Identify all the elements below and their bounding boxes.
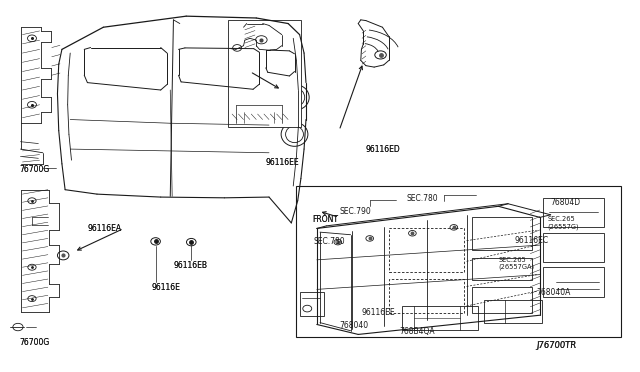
Text: 96116EB: 96116EB xyxy=(173,261,207,270)
Text: 96116EA: 96116EA xyxy=(88,224,122,233)
Text: 768B4QA: 768B4QA xyxy=(399,327,435,336)
Bar xyxy=(543,198,604,227)
Text: 96116EE: 96116EE xyxy=(266,157,300,167)
Text: FRONT: FRONT xyxy=(312,215,339,224)
Text: J76700TR: J76700TR xyxy=(537,341,577,350)
Text: 96116E: 96116E xyxy=(151,283,180,292)
Bar xyxy=(389,228,464,272)
Text: J76700TR: J76700TR xyxy=(537,341,577,350)
Text: 76700G: 76700G xyxy=(19,339,49,347)
Text: 768040A: 768040A xyxy=(537,288,571,297)
Bar xyxy=(296,186,621,337)
Text: 96116E: 96116E xyxy=(151,283,180,292)
Bar xyxy=(484,301,541,323)
Text: 96116ED: 96116ED xyxy=(366,145,401,154)
Text: SEC.265
(26557G): SEC.265 (26557G) xyxy=(547,216,579,230)
Bar xyxy=(543,267,604,297)
Text: 96116EE: 96116EE xyxy=(362,308,395,317)
Bar xyxy=(472,217,532,250)
Text: 96116EB: 96116EB xyxy=(173,261,207,270)
Text: 96116ED: 96116ED xyxy=(366,145,401,154)
Bar xyxy=(401,306,478,330)
Text: SEC.780: SEC.780 xyxy=(314,237,345,246)
Text: 96116EE: 96116EE xyxy=(266,157,300,167)
Text: 768040: 768040 xyxy=(339,321,368,330)
Bar xyxy=(300,292,324,316)
Bar xyxy=(472,258,532,280)
Text: SEC.780: SEC.780 xyxy=(406,195,438,203)
Text: 76700G: 76700G xyxy=(19,339,49,347)
Bar xyxy=(472,287,532,313)
Text: 96116EC: 96116EC xyxy=(515,236,548,245)
Text: SEC.265
(26557GA): SEC.265 (26557GA) xyxy=(499,257,534,270)
Text: SEC.790: SEC.790 xyxy=(339,207,371,217)
Bar xyxy=(389,279,464,313)
Text: 76804D: 76804D xyxy=(550,198,580,207)
Bar xyxy=(543,233,604,262)
Text: 76700G: 76700G xyxy=(19,165,49,174)
Text: 96116EA: 96116EA xyxy=(88,224,122,233)
Text: FRONT: FRONT xyxy=(312,215,339,224)
Bar xyxy=(228,20,301,127)
Text: 76700G: 76700G xyxy=(19,165,49,174)
